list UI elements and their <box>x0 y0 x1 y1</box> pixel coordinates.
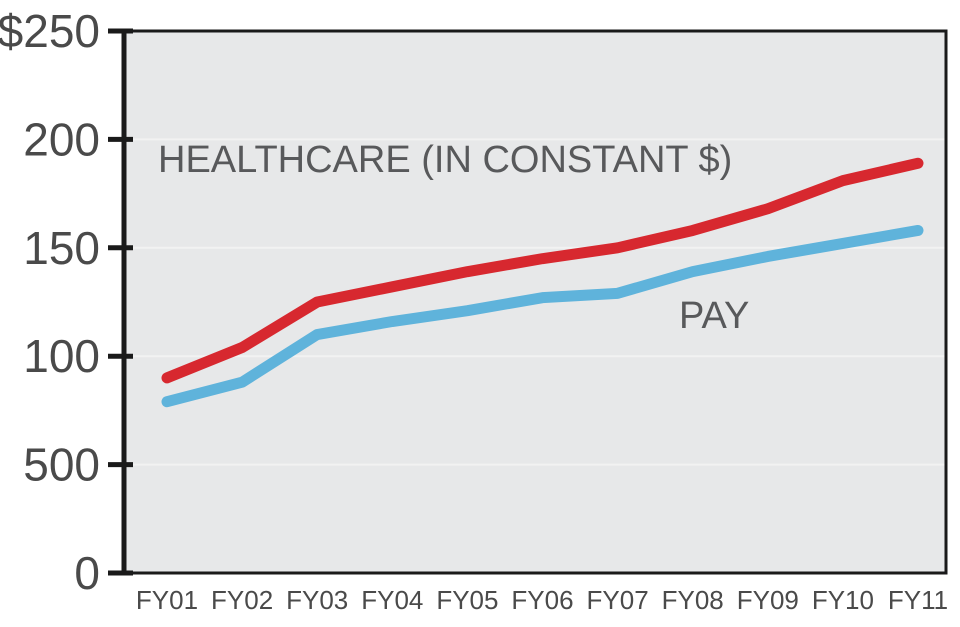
gridlines <box>124 138 946 466</box>
x-axis-tick-label: FY06 <box>511 585 573 615</box>
data-series-line <box>161 157 924 384</box>
y-axis-ticks <box>108 28 133 576</box>
x-axis-tick-label: FY05 <box>436 585 498 615</box>
x-axis-tick-label: FY10 <box>812 585 874 615</box>
data-series-line <box>161 224 924 408</box>
x-axis-tick-label: FY04 <box>361 585 423 615</box>
y-axis-tick-label: 200 <box>23 113 100 165</box>
y-axis-tick-label: 150 <box>23 222 100 274</box>
x-axis-tick-label: FY02 <box>211 585 273 615</box>
pay-label: PAY <box>679 295 749 337</box>
x-axis-tick-label: FY01 <box>136 585 198 615</box>
series-annotations: HEALTHCARE (IN CONSTANT $) PAY <box>158 139 749 337</box>
y-axis-tick-label: $250 <box>0 5 100 57</box>
x-axis-tick-label: FY03 <box>286 585 348 615</box>
x-axis-tick-label: FY08 <box>662 585 724 615</box>
x-axis-tick-label: FY09 <box>737 585 799 615</box>
x-axis-tick-label: FY07 <box>587 585 649 615</box>
y-axis-tick-label: 0 <box>74 547 100 599</box>
x-axis-tick-label: FY11 <box>888 585 948 615</box>
healthcare-label: HEALTHCARE (IN CONSTANT $) <box>158 139 732 181</box>
data-series-group <box>161 157 924 408</box>
y-axis-tick-label: 100 <box>23 330 100 382</box>
y-axis-tick-labels: $250 200 150 100 500 0 <box>0 5 100 599</box>
x-axis-tick-labels: FY01 FY02 FY03 FY04 FY05 FY06 FY07 FY08 FY09 FY10… <box>136 585 948 615</box>
y-axis-tick-label: 500 <box>23 439 100 491</box>
